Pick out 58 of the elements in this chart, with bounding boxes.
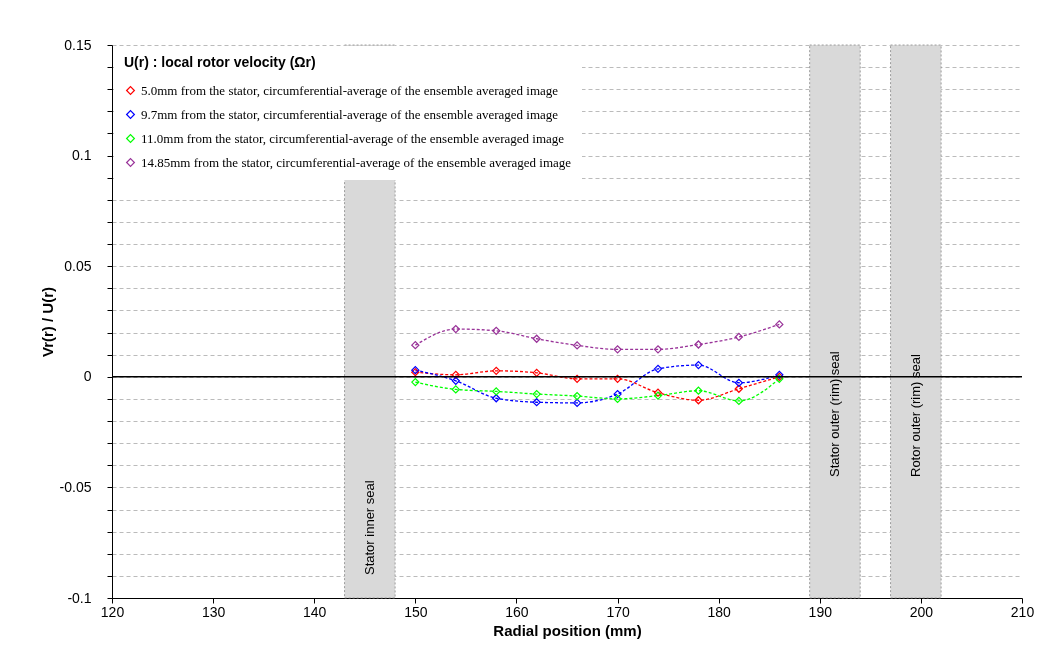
point (411, 341, 420, 350)
point (451, 376, 460, 385)
point (532, 334, 541, 343)
y-tick-label: -0.05 (59, 478, 92, 495)
point (492, 394, 501, 403)
point (572, 391, 582, 401)
y-tick-label: -0.1 (67, 589, 92, 606)
point (613, 374, 622, 383)
y-tick-label: 0 (83, 368, 92, 385)
point (492, 366, 501, 375)
point (492, 387, 501, 396)
point (694, 340, 703, 349)
y-tick-label: 0.1 (72, 147, 92, 164)
y-axis-title: Vr(r) / U(r) (38, 286, 56, 358)
point (694, 386, 703, 395)
x-tick-label: 200 (909, 603, 934, 620)
x-tick-label: 150 (404, 603, 428, 620)
point (451, 324, 460, 334)
x-tick-label: 120 (100, 603, 125, 620)
x-tick-label: 160 (505, 603, 529, 620)
point (653, 345, 663, 354)
point (492, 326, 501, 335)
point (572, 398, 582, 408)
point (613, 394, 622, 404)
x-tick-label: 190 (808, 603, 833, 620)
point (532, 389, 541, 399)
point (734, 378, 744, 387)
x-tick-label: 170 (606, 603, 630, 620)
point (613, 389, 622, 399)
point (694, 396, 703, 405)
y-tick-label: 0.05 (64, 257, 92, 274)
point (734, 384, 744, 393)
x-tick-label: 180 (707, 603, 732, 620)
x-tick-label: 130 (201, 603, 226, 620)
x-tick-label: 210 (1010, 603, 1035, 620)
point (411, 377, 420, 387)
legend-label: 14.85mm from the stator, circumferential-average of the ensemble averaged image (141, 154, 572, 170)
point (532, 368, 541, 377)
legend-label: 11.0mm from the stator, circumferential-average of the ensemble averaged image (141, 130, 565, 146)
point (572, 374, 582, 383)
point (694, 360, 703, 370)
point (653, 364, 663, 373)
point (572, 341, 582, 350)
x-axis-title: Radial position (mm) (493, 621, 642, 639)
y-tick-label: 0.15 (64, 36, 92, 53)
point (451, 385, 460, 394)
point (613, 345, 622, 354)
point (775, 320, 784, 329)
band-label: Stator outer (rim) seal (826, 351, 842, 477)
legend-label: 9.7mm from the stator, circumferential-average of the ensemble averaged image (141, 106, 559, 122)
legend-label: 5.0mm from the stator, circumferential-average of the ensemble averaged image (141, 82, 559, 98)
x-tick-label: 140 (303, 603, 327, 620)
point (734, 332, 744, 342)
point (734, 396, 744, 406)
legend-title: U(r) : local rotor velocity (Ωr) (124, 54, 316, 70)
point (532, 398, 541, 407)
point (451, 370, 460, 379)
band-label: Stator inner seal (361, 480, 377, 575)
